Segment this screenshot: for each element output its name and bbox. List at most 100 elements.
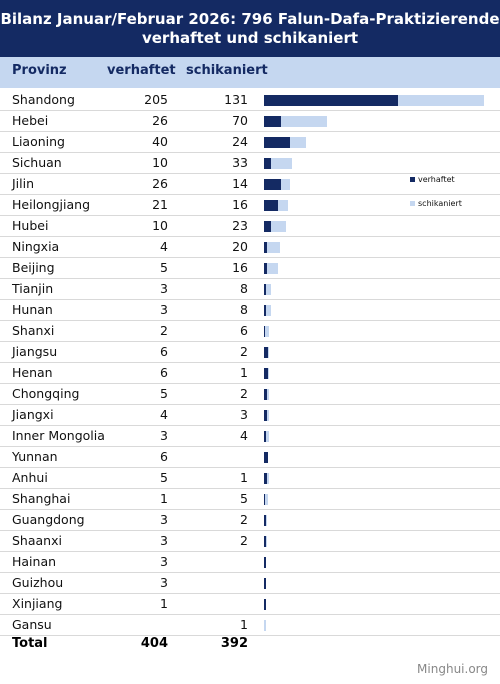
arrested-value: 3 [160, 302, 168, 317]
bar-group [264, 221, 494, 232]
province-label: Anhui [12, 470, 48, 485]
bar-group [264, 410, 494, 421]
harassed-value: 6 [240, 323, 248, 338]
arrested-value: 3 [160, 554, 168, 569]
bar-harassed [265, 284, 272, 295]
arrested-value: 10 [152, 155, 168, 170]
table-row: Jilin 26 14 [0, 174, 500, 195]
table-row: Anhui 5 1 [0, 468, 500, 489]
harassed-value: 4 [240, 428, 248, 443]
column-header-row: Provinz verhaftet schikaniert [0, 57, 500, 88]
province-label: Beijing [12, 260, 55, 275]
bar-harassed [267, 389, 269, 400]
table-row: Chongqing 5 2 [0, 384, 500, 405]
header-harassed: schikaniert [186, 63, 268, 78]
table-row: Guizhou 3 [0, 573, 500, 594]
table-row: Heilongjiang 21 16 [0, 195, 500, 216]
province-label: Shandong [12, 92, 75, 107]
bar-group [264, 326, 494, 337]
arrested-value: 26 [152, 176, 168, 191]
bar-arrested [264, 473, 268, 484]
total-harassed: 392 [220, 636, 248, 651]
bar-arrested [264, 326, 266, 337]
harassed-value: 33 [232, 155, 248, 170]
bar-group [264, 620, 494, 631]
bar-harassed [267, 263, 278, 274]
bar-group [264, 368, 494, 379]
province-label: Hainan [12, 554, 57, 569]
bar-harassed [290, 137, 306, 148]
bar-harassed [281, 116, 327, 127]
table-row: Shaanxi 3 2 [0, 531, 500, 552]
bar-arrested [264, 263, 268, 274]
harassed-value: 2 [240, 344, 248, 359]
table-row: Ningxia 4 20 [0, 237, 500, 258]
arrested-value: 3 [160, 512, 168, 527]
arrested-value: 5 [160, 260, 168, 275]
bar-harassed [270, 221, 286, 232]
table-row: Shanghai 1 5 [0, 489, 500, 510]
province-label: Chongqing [12, 386, 80, 401]
bar-harassed [264, 620, 266, 631]
harassed-value: 2 [240, 386, 248, 401]
harassed-value: 70 [232, 113, 248, 128]
table-row: Gansu 1 [0, 615, 500, 636]
province-label: Henan [12, 365, 53, 380]
province-label: Hebei [12, 113, 49, 128]
legend-arrested-swatch [410, 177, 415, 182]
arrested-value: 10 [152, 218, 168, 233]
province-label: Ningxia [12, 239, 60, 254]
source-label: Minghui.org [417, 662, 488, 676]
bar-group [264, 389, 494, 400]
table-row: Shandong 205 131 [0, 90, 500, 111]
arrested-value: 5 [160, 470, 168, 485]
bar-arrested [264, 410, 267, 421]
table-row: Henan 6 1 [0, 363, 500, 384]
harassed-value: 16 [232, 260, 248, 275]
legend-harassed-swatch [410, 201, 415, 206]
bar-arrested [264, 431, 266, 442]
bar-harassed [265, 515, 268, 526]
bar-arrested [264, 347, 268, 358]
table-row: Shanxi 2 6 [0, 321, 500, 342]
harassed-value: 2 [240, 533, 248, 548]
table-row: Inner Mongolia 3 4 [0, 426, 500, 447]
arrested-value: 6 [160, 365, 168, 380]
arrested-value: 1 [160, 596, 168, 611]
province-label: Guangdong [12, 512, 85, 527]
harassed-value: 3 [240, 407, 248, 422]
bar-group [264, 263, 494, 274]
header-province: Provinz [12, 63, 67, 78]
arrested-value: 4 [160, 239, 168, 254]
bar-group [264, 557, 494, 568]
province-label: Xinjiang [12, 596, 63, 611]
arrested-value: 3 [160, 575, 168, 590]
province-label: Jiangxi [12, 407, 54, 422]
table-row: Yunnan 6 [0, 447, 500, 468]
bar-harassed [267, 473, 269, 484]
bar-group [264, 116, 494, 127]
harassed-value: 131 [224, 92, 248, 107]
province-label: Hubei [12, 218, 49, 233]
arrested-value: 2 [160, 323, 168, 338]
harassed-value: 1 [240, 365, 248, 380]
bar-arrested [264, 389, 268, 400]
legend-harassed-label: schikaniert [418, 199, 462, 208]
total-row: Total 404 392 [0, 633, 500, 655]
harassed-value: 24 [232, 134, 248, 149]
bar-group [264, 95, 494, 106]
table-row: Xinjiang 1 [0, 594, 500, 615]
bar-harassed [265, 305, 272, 316]
table-row: Jiangsu 6 2 [0, 342, 500, 363]
arrested-value: 3 [160, 428, 168, 443]
table-row: Hainan 3 [0, 552, 500, 573]
arrested-value: 3 [160, 281, 168, 296]
bar-arrested [264, 305, 266, 316]
bar-arrested [264, 137, 291, 148]
bar-group [264, 200, 494, 211]
harassed-value: 1 [240, 470, 248, 485]
bar-harassed [281, 179, 291, 190]
bar-harassed [265, 326, 270, 337]
province-label: Hunan [12, 302, 53, 317]
table-row: Hubei 10 23 [0, 216, 500, 237]
